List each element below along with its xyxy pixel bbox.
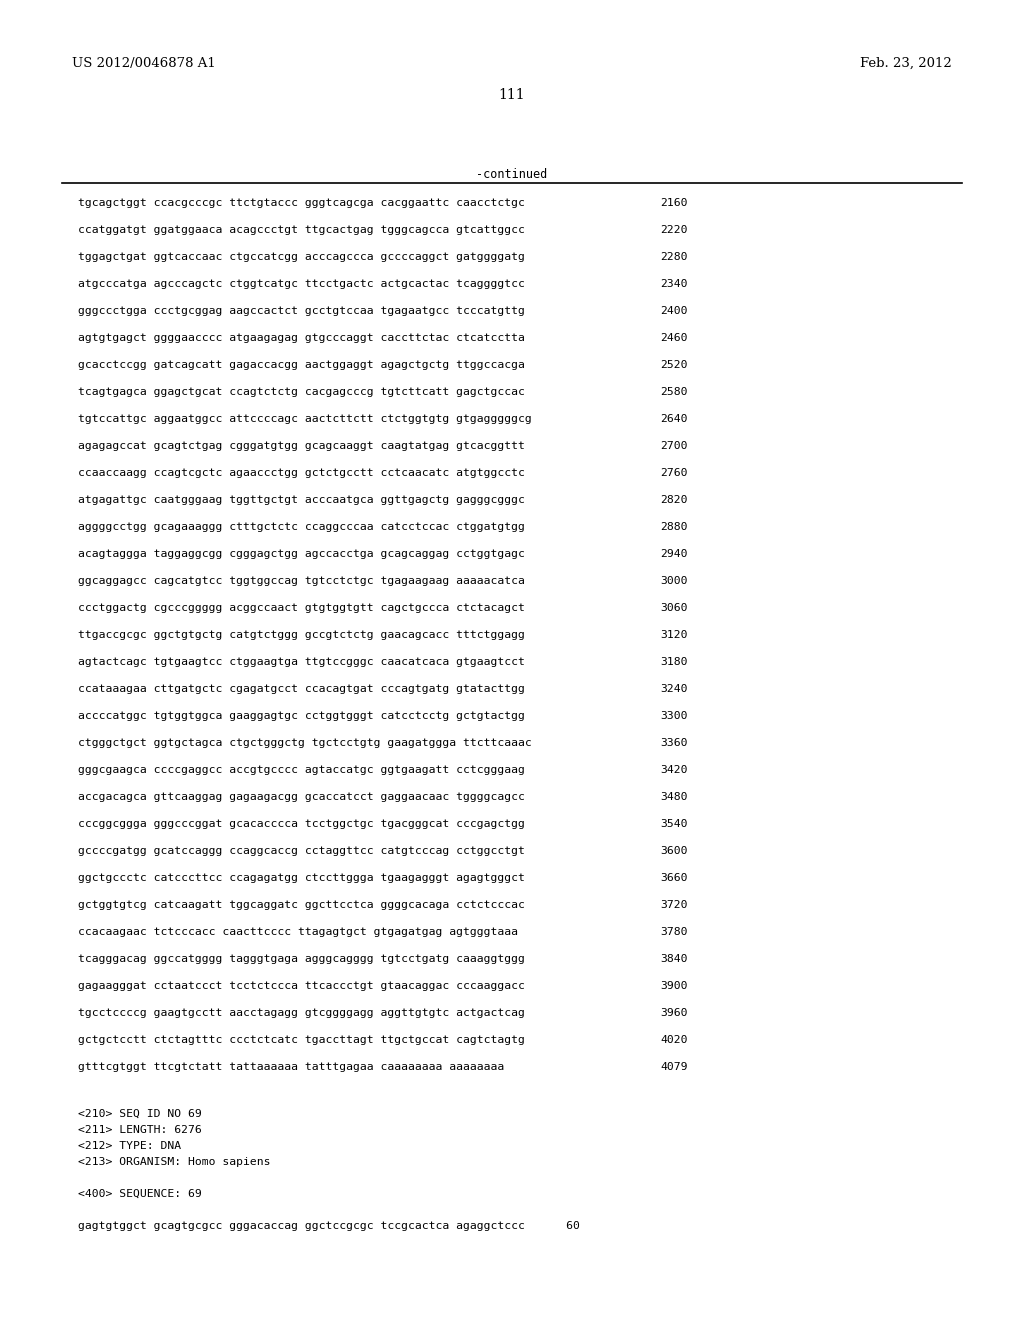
- Text: 3480: 3480: [660, 792, 687, 803]
- Text: 2220: 2220: [660, 224, 687, 235]
- Text: 2580: 2580: [660, 387, 687, 397]
- Text: 3720: 3720: [660, 900, 687, 909]
- Text: tgcctccccg gaagtgcctt aacctagagg gtcggggagg aggttgtgtc actgactcag: tgcctccccg gaagtgcctt aacctagagg gtcgggg…: [78, 1008, 525, 1018]
- Text: 111: 111: [499, 88, 525, 102]
- Text: 3000: 3000: [660, 576, 687, 586]
- Text: <213> ORGANISM: Homo sapiens: <213> ORGANISM: Homo sapiens: [78, 1158, 270, 1167]
- Text: <210> SEQ ID NO 69: <210> SEQ ID NO 69: [78, 1109, 202, 1119]
- Text: 3660: 3660: [660, 873, 687, 883]
- Text: gcacctccgg gatcagcatt gagaccacgg aactggaggt agagctgctg ttggccacga: gcacctccgg gatcagcatt gagaccacgg aactgga…: [78, 360, 525, 370]
- Text: 3540: 3540: [660, 818, 687, 829]
- Text: <211> LENGTH: 6276: <211> LENGTH: 6276: [78, 1125, 202, 1135]
- Text: 3840: 3840: [660, 954, 687, 964]
- Text: 2880: 2880: [660, 521, 687, 532]
- Text: tcagtgagca ggagctgcat ccagtctctg cacgagcccg tgtcttcatt gagctgccac: tcagtgagca ggagctgcat ccagtctctg cacgagc…: [78, 387, 525, 397]
- Text: aggggcctgg gcagaaaggg ctttgctctc ccaggcccaa catcctccac ctggatgtgg: aggggcctgg gcagaaaggg ctttgctctc ccaggcc…: [78, 521, 525, 532]
- Text: ggcaggagcc cagcatgtcc tggtggccag tgtcctctgc tgagaagaag aaaaacatca: ggcaggagcc cagcatgtcc tggtggccag tgtcctc…: [78, 576, 525, 586]
- Text: 3420: 3420: [660, 766, 687, 775]
- Text: 3780: 3780: [660, 927, 687, 937]
- Text: agtactcagc tgtgaagtcc ctggaagtga ttgtccgggc caacatcaca gtgaagtcct: agtactcagc tgtgaagtcc ctggaagtga ttgtccg…: [78, 657, 525, 667]
- Text: 2160: 2160: [660, 198, 687, 209]
- Text: 2460: 2460: [660, 333, 687, 343]
- Text: gggcgaagca ccccgaggcc accgtgcccc agtaccatgc ggtgaagatt cctcgggaag: gggcgaagca ccccgaggcc accgtgcccc agtacca…: [78, 766, 525, 775]
- Text: <400> SEQUENCE: 69: <400> SEQUENCE: 69: [78, 1189, 202, 1199]
- Text: 3180: 3180: [660, 657, 687, 667]
- Text: gagaagggat cctaatccct tcctctccca ttcaccctgt gtaacaggac cccaaggacc: gagaagggat cctaatccct tcctctccca ttcaccc…: [78, 981, 525, 991]
- Text: 3960: 3960: [660, 1008, 687, 1018]
- Text: acagtaggga taggaggcgg cgggagctgg agccacctga gcagcaggag cctggtgagc: acagtaggga taggaggcgg cgggagctgg agccacc…: [78, 549, 525, 558]
- Text: 2280: 2280: [660, 252, 687, 261]
- Text: 2700: 2700: [660, 441, 687, 451]
- Text: 3600: 3600: [660, 846, 687, 855]
- Text: 4079: 4079: [660, 1063, 687, 1072]
- Text: gctgctcctt ctctagtttc ccctctcatc tgaccttagt ttgctgccat cagtctagtg: gctgctcctt ctctagtttc ccctctcatc tgacctt…: [78, 1035, 525, 1045]
- Text: 3360: 3360: [660, 738, 687, 748]
- Text: gccccgatgg gcatccaggg ccaggcaccg cctaggttcc catgtcccag cctggcctgt: gccccgatgg gcatccaggg ccaggcaccg cctaggt…: [78, 846, 525, 855]
- Text: gtttcgtggt ttcgtctatt tattaaaaaa tatttgagaa caaaaaaaa aaaaaaaa: gtttcgtggt ttcgtctatt tattaaaaaa tatttga…: [78, 1063, 504, 1072]
- Text: 3120: 3120: [660, 630, 687, 640]
- Text: 3240: 3240: [660, 684, 687, 694]
- Text: accgacagca gttcaaggag gagaagacgg gcaccatcct gaggaacaac tggggcagcc: accgacagca gttcaaggag gagaagacgg gcaccat…: [78, 792, 525, 803]
- Text: 2820: 2820: [660, 495, 687, 506]
- Text: 2400: 2400: [660, 306, 687, 315]
- Text: US 2012/0046878 A1: US 2012/0046878 A1: [72, 57, 216, 70]
- Text: tgtccattgc aggaatggcc attccccagc aactcttctt ctctggtgtg gtgagggggcg: tgtccattgc aggaatggcc attccccagc aactctt…: [78, 414, 531, 424]
- Text: ttgaccgcgc ggctgtgctg catgtctggg gccgtctctg gaacagcacc tttctggagg: ttgaccgcgc ggctgtgctg catgtctggg gccgtct…: [78, 630, 525, 640]
- Text: 2640: 2640: [660, 414, 687, 424]
- Text: agtgtgagct ggggaacccc atgaagagag gtgcccaggt caccttctac ctcatcctta: agtgtgagct ggggaacccc atgaagagag gtgccca…: [78, 333, 525, 343]
- Text: atgagattgc caatgggaag tggttgctgt acccaatgca ggttgagctg gagggcgggc: atgagattgc caatgggaag tggttgctgt acccaat…: [78, 495, 525, 506]
- Text: Feb. 23, 2012: Feb. 23, 2012: [860, 57, 952, 70]
- Text: ccaaccaagg ccagtcgctc agaaccctgg gctctgcctt cctcaacatc atgtggcctc: ccaaccaagg ccagtcgctc agaaccctgg gctctgc…: [78, 469, 525, 478]
- Text: ctgggctgct ggtgctagca ctgctgggctg tgctcctgtg gaagatggga ttcttcaaac: ctgggctgct ggtgctagca ctgctgggctg tgctcc…: [78, 738, 531, 748]
- Text: 2340: 2340: [660, 279, 687, 289]
- Text: ccacaagaac tctcccacc caacttcccc ttagagtgct gtgagatgag agtgggtaaa: ccacaagaac tctcccacc caacttcccc ttagagtg…: [78, 927, 518, 937]
- Text: accccatggc tgtggtggca gaaggagtgc cctggtgggt catcctcctg gctgtactgg: accccatggc tgtggtggca gaaggagtgc cctggtg…: [78, 711, 525, 721]
- Text: gctggtgtcg catcaagatt tggcaggatc ggcttcctca ggggcacaga cctctcccac: gctggtgtcg catcaagatt tggcaggatc ggcttcc…: [78, 900, 525, 909]
- Text: ggctgccctc catcccttcc ccagagatgg ctccttggga tgaagagggt agagtgggct: ggctgccctc catcccttcc ccagagatgg ctccttg…: [78, 873, 525, 883]
- Text: agagagccat gcagtctgag cgggatgtgg gcagcaaggt caagtatgag gtcacggttt: agagagccat gcagtctgag cgggatgtgg gcagcaa…: [78, 441, 525, 451]
- Text: 3900: 3900: [660, 981, 687, 991]
- Text: 3300: 3300: [660, 711, 687, 721]
- Text: 4020: 4020: [660, 1035, 687, 1045]
- Text: tcagggacag ggccatgggg tagggtgaga agggcagggg tgtcctgatg caaaggtggg: tcagggacag ggccatgggg tagggtgaga agggcag…: [78, 954, 525, 964]
- Text: ccataaagaa cttgatgctc cgagatgcct ccacagtgat cccagtgatg gtatacttgg: ccataaagaa cttgatgctc cgagatgcct ccacagt…: [78, 684, 525, 694]
- Text: gagtgtggct gcagtgcgcc gggacaccag ggctccgcgc tccgcactca agaggctccc      60: gagtgtggct gcagtgcgcc gggacaccag ggctccg…: [78, 1221, 580, 1232]
- Text: 2940: 2940: [660, 549, 687, 558]
- Text: <212> TYPE: DNA: <212> TYPE: DNA: [78, 1140, 181, 1151]
- Text: 2520: 2520: [660, 360, 687, 370]
- Text: 3060: 3060: [660, 603, 687, 612]
- Text: gggccctgga ccctgcggag aagccactct gcctgtccaa tgagaatgcc tcccatgttg: gggccctgga ccctgcggag aagccactct gcctgtc…: [78, 306, 525, 315]
- Text: atgcccatga agcccagctc ctggtcatgc ttcctgactc actgcactac tcaggggtcc: atgcccatga agcccagctc ctggtcatgc ttcctga…: [78, 279, 525, 289]
- Text: tgcagctggt ccacgcccgc ttctgtaccc gggtcagcga cacggaattc caacctctgc: tgcagctggt ccacgcccgc ttctgtaccc gggtcag…: [78, 198, 525, 209]
- Text: tggagctgat ggtcaccaac ctgccatcgg acccagccca gccccaggct gatggggatg: tggagctgat ggtcaccaac ctgccatcgg acccagc…: [78, 252, 525, 261]
- Text: -continued: -continued: [476, 168, 548, 181]
- Text: ccatggatgt ggatggaaca acagccctgt ttgcactgag tgggcagcca gtcattggcc: ccatggatgt ggatggaaca acagccctgt ttgcact…: [78, 224, 525, 235]
- Text: cccggcggga gggcccggat gcacacccca tcctggctgc tgacgggcat cccgagctgg: cccggcggga gggcccggat gcacacccca tcctggc…: [78, 818, 525, 829]
- Text: 2760: 2760: [660, 469, 687, 478]
- Text: ccctggactg cgcccggggg acggccaact gtgtggtgtt cagctgccca ctctacagct: ccctggactg cgcccggggg acggccaact gtgtggt…: [78, 603, 525, 612]
